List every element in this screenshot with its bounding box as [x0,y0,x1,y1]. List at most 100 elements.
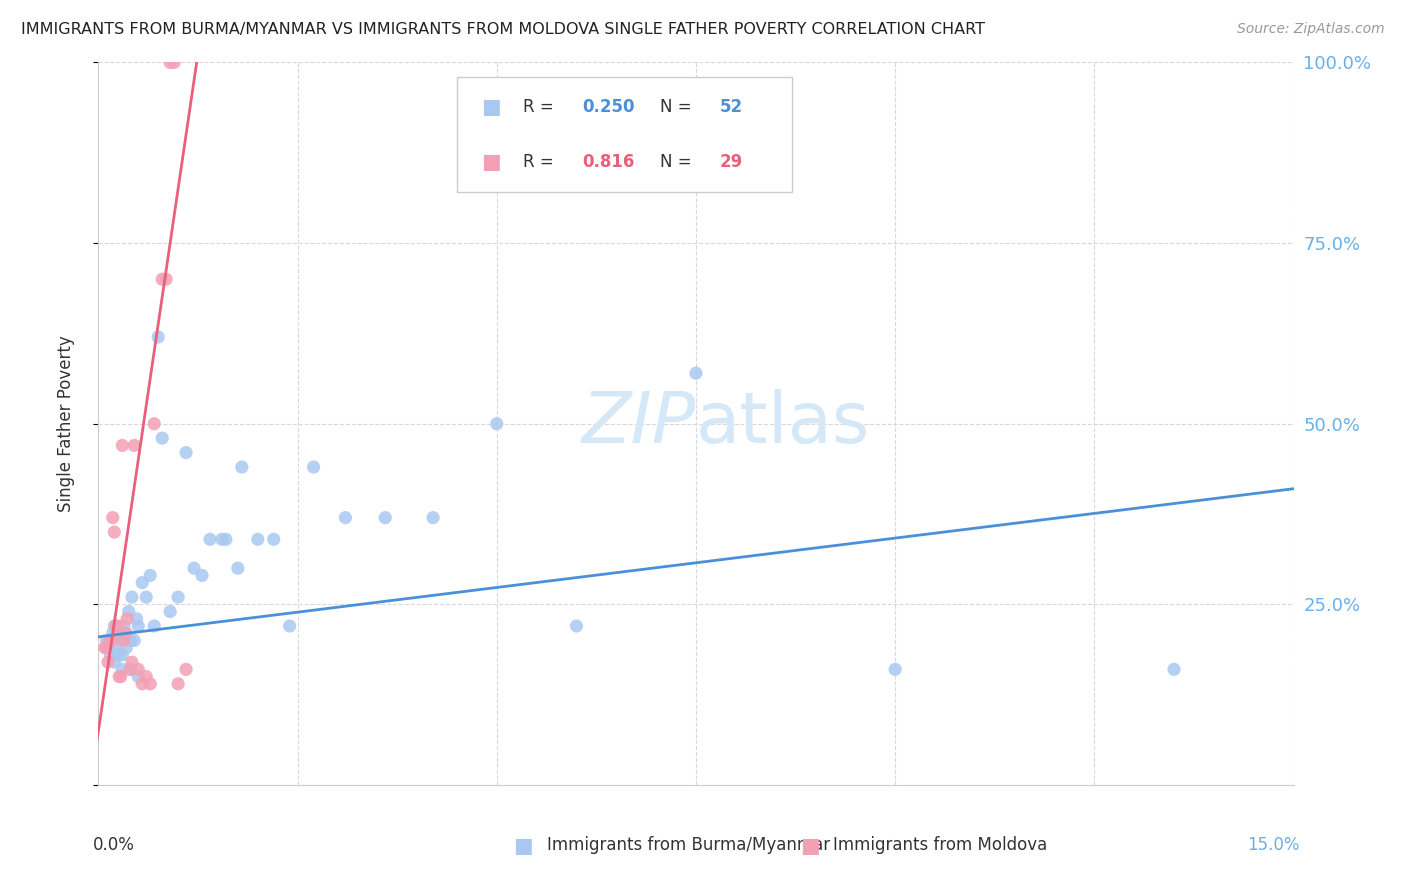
Point [127,619,149,633]
Point [120,662,142,676]
Point [112,633,135,648]
Point [124,438,146,452]
Point [115,612,138,626]
Point [96,633,118,648]
Point [565,619,588,633]
Point [198,533,221,547]
Point [100,633,122,648]
Point [115,640,138,655]
Point [103,524,125,539]
Point [98,633,121,648]
Point [131,677,153,691]
Point [124,633,146,648]
Text: ■: ■ [481,153,501,172]
Point [139,677,162,691]
Point [135,590,157,604]
Point [374,510,396,524]
Point [127,662,149,676]
Point [159,55,181,70]
Point [96,640,118,655]
Point [111,633,134,648]
Text: Immigrants from Moldova: Immigrants from Moldova [834,836,1047,854]
Point [278,619,301,633]
Text: ■: ■ [481,97,501,117]
Point [121,590,143,604]
Point [302,460,325,475]
Point [135,669,157,683]
Point [246,533,269,547]
Point [211,533,233,547]
Text: 0.816: 0.816 [582,153,636,171]
Point [485,417,508,431]
Point [884,662,907,676]
Text: N =: N = [661,98,697,116]
Text: ZIP: ZIP [582,389,696,458]
Point [167,677,190,691]
FancyBboxPatch shape [457,77,792,193]
Point [139,568,162,582]
Text: IMMIGRANTS FROM BURMA/MYANMAR VS IMMIGRANTS FROM MOLDOVA SINGLE FATHER POVERTY C: IMMIGRANTS FROM BURMA/MYANMAR VS IMMIGRA… [21,22,986,37]
Point [110,633,132,648]
Text: N =: N = [661,153,697,171]
Point [143,619,166,633]
Text: 0.0%: 0.0% [93,836,135,854]
Point [125,612,148,626]
Text: ■: ■ [800,836,820,855]
Point [131,575,153,590]
Point [1163,662,1185,676]
Point [121,655,143,669]
Point [155,272,177,286]
Point [183,561,205,575]
Point [101,626,124,640]
Point [118,605,141,619]
Point [163,55,186,70]
Point [97,640,120,655]
Text: 15.0%: 15.0% [1247,836,1299,854]
Point [98,648,122,662]
Point [167,590,190,604]
Point [120,633,142,648]
Point [215,533,238,547]
Point [127,669,149,683]
Text: Source: ZipAtlas.com: Source: ZipAtlas.com [1237,22,1385,37]
Text: 52: 52 [720,98,742,116]
Point [143,417,166,431]
Point [422,510,444,524]
Point [111,438,134,452]
Point [114,626,136,640]
Point [150,431,173,445]
Point [191,568,214,582]
Point [103,619,125,633]
Point [111,662,134,676]
Text: 29: 29 [720,153,744,171]
Point [103,655,125,669]
Point [104,640,127,655]
Point [111,648,134,662]
Point [101,510,124,524]
Point [174,662,197,676]
Point [159,605,181,619]
Text: R =: R = [523,98,558,116]
Point [112,619,135,633]
Point [115,626,138,640]
Text: R =: R = [523,153,558,171]
Text: atlas: atlas [696,389,870,458]
Point [104,619,127,633]
Text: Immigrants from Burma/Myanmar: Immigrants from Burma/Myanmar [547,836,830,854]
Point [107,626,129,640]
Point [108,669,131,683]
Point [107,648,129,662]
Y-axis label: Single Father Poverty: Single Father Poverty [56,335,75,512]
Point [335,510,357,524]
Point [148,330,170,344]
Point [231,460,253,475]
Text: 0.250: 0.250 [582,98,636,116]
Point [107,619,129,633]
Point [263,533,285,547]
Point [685,366,707,380]
Point [94,640,117,655]
Point [174,445,197,459]
Point [97,655,120,669]
Text: ■: ■ [513,836,533,855]
Point [110,669,132,683]
